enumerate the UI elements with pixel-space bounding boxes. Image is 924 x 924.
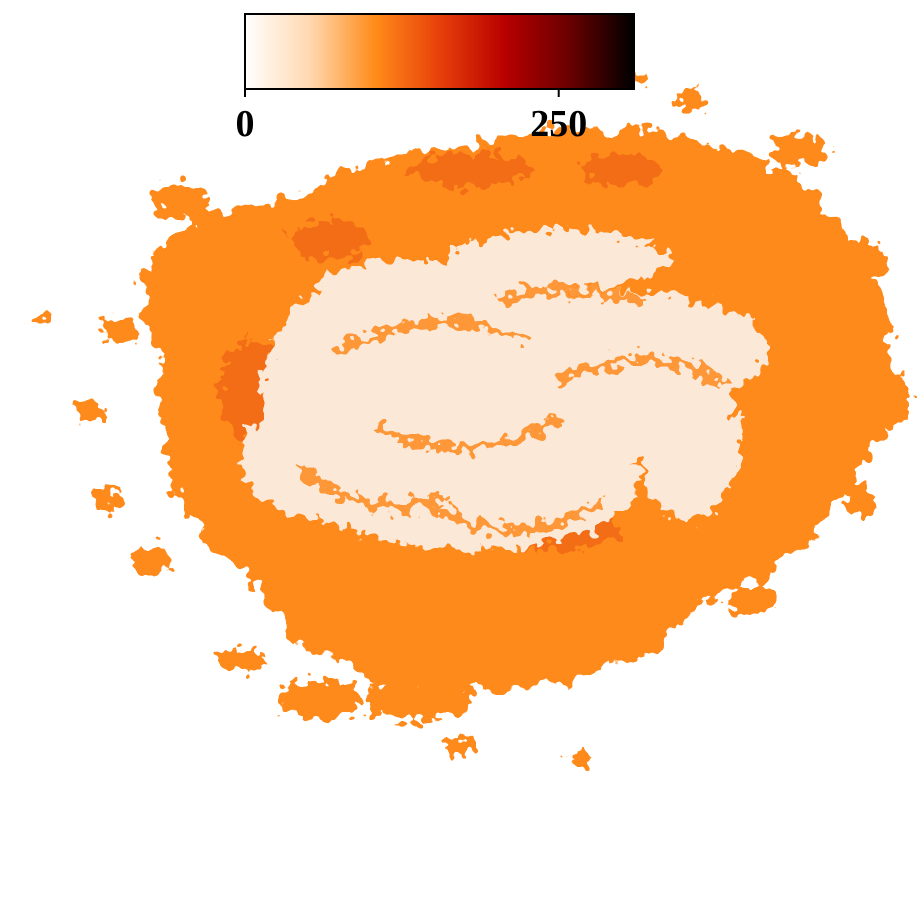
fragment-blob bbox=[726, 586, 774, 614]
fragment-blob bbox=[130, 546, 170, 574]
colorbar: 0 250 bbox=[236, 13, 635, 145]
fragment-blob bbox=[280, 680, 360, 720]
ridge-blob bbox=[290, 220, 370, 260]
intensity-map bbox=[32, 72, 908, 768]
spiral-lane bbox=[495, 285, 645, 305]
fragment-blob bbox=[676, 88, 704, 112]
spiral-lane bbox=[375, 415, 565, 453]
fragment-blob bbox=[770, 134, 830, 166]
fragment-blob bbox=[632, 72, 648, 88]
colorbar-gradient bbox=[244, 13, 635, 90]
outer-fragments bbox=[32, 72, 908, 768]
fragment-blob bbox=[446, 737, 474, 753]
fragment-blob bbox=[365, 678, 475, 722]
core-blob bbox=[240, 400, 420, 520]
core-blob bbox=[640, 360, 740, 520]
spiral-lane bbox=[555, 355, 725, 385]
core-blob bbox=[320, 260, 500, 320]
spiral-lanes bbox=[295, 285, 725, 535]
fragment-blob bbox=[846, 484, 874, 516]
spiral-lane bbox=[415, 495, 605, 535]
core-blob bbox=[450, 230, 670, 290]
ridge-blob bbox=[580, 154, 660, 186]
core-region bbox=[240, 230, 770, 550]
spiral-lane bbox=[335, 317, 525, 355]
colorbar-tick-label: 0 bbox=[236, 103, 255, 145]
fragment-blob bbox=[188, 226, 232, 254]
fragment-blob bbox=[150, 182, 210, 218]
fragment-blob bbox=[94, 488, 126, 512]
fragment-blob bbox=[214, 648, 266, 672]
colorbar-ticks: 0 250 bbox=[236, 89, 587, 145]
fragment-blob bbox=[102, 318, 138, 342]
fragment-blob bbox=[566, 752, 594, 768]
fragment-blob bbox=[834, 240, 886, 280]
ridge-blob bbox=[410, 152, 530, 188]
colorbar-tick-label: 250 bbox=[530, 103, 587, 145]
fragment-blob bbox=[76, 400, 104, 420]
fragment-blob bbox=[872, 370, 908, 430]
fragment-blob bbox=[32, 314, 48, 326]
